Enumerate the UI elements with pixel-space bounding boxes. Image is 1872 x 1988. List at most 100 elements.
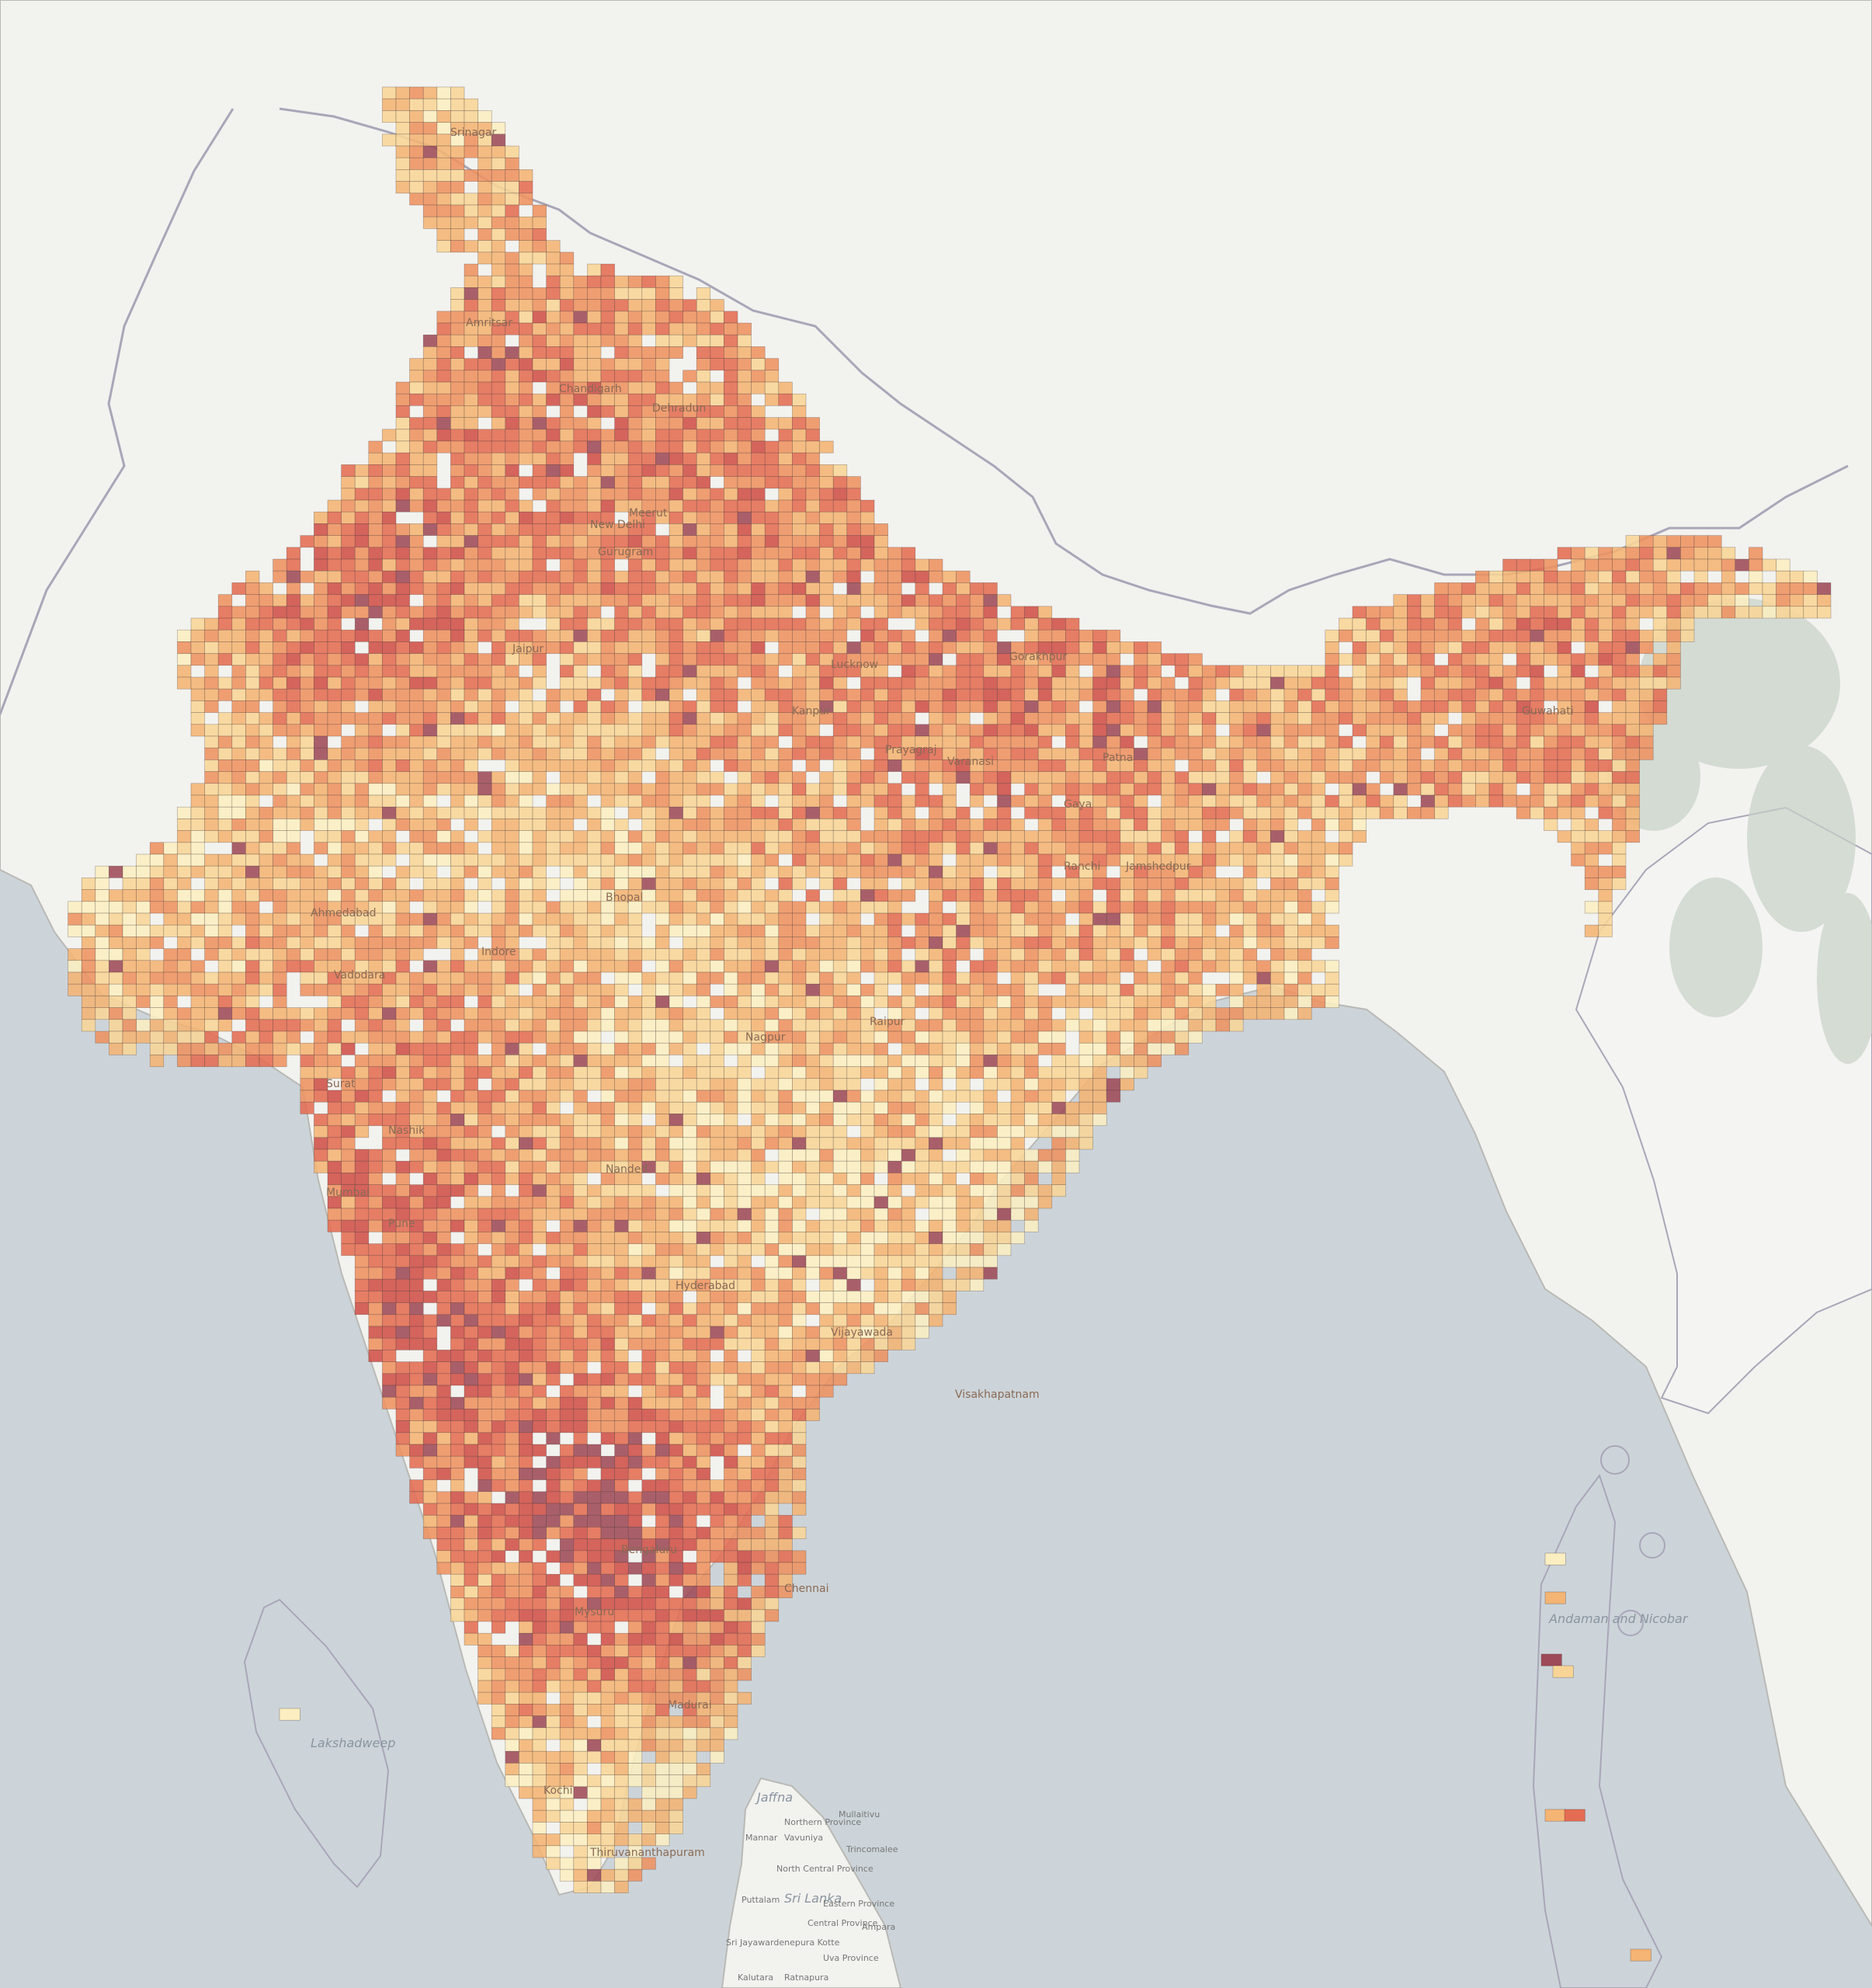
heat-cell <box>422 629 438 642</box>
heat-cell <box>231 889 246 902</box>
heat-cell <box>655 1055 670 1067</box>
heat-cell <box>805 1114 820 1126</box>
heat-cell <box>1134 1007 1148 1020</box>
heat-cell <box>724 547 738 560</box>
heat-cell <box>231 1055 246 1067</box>
heat-cell <box>1283 735 1298 749</box>
heat-cell <box>901 1055 916 1067</box>
heat-cell <box>682 735 697 749</box>
heat-cell <box>587 405 602 418</box>
heat-cell <box>1407 665 1422 678</box>
heat-cell <box>1134 759 1148 772</box>
heat-cell <box>519 299 533 312</box>
heat-cell <box>969 912 985 926</box>
heat-cell <box>655 853 670 867</box>
heat-cell <box>286 771 301 784</box>
heat-cell <box>450 735 465 749</box>
heat-cell <box>915 1042 929 1055</box>
heat-cell <box>901 996 916 1008</box>
heat-cell <box>505 193 519 206</box>
heat-cell <box>422 417 438 430</box>
heat-cell <box>1475 794 1490 808</box>
heat-cell <box>450 629 465 642</box>
heat-cell <box>1147 818 1162 831</box>
heat-cell <box>1134 653 1148 666</box>
heat-cell <box>696 547 711 560</box>
heat-cell <box>956 912 971 926</box>
heat-cell <box>273 629 287 642</box>
heat-cell <box>532 228 547 241</box>
heat-cell <box>409 122 424 135</box>
heat-cell <box>724 889 738 902</box>
heat-cell <box>327 1055 342 1067</box>
heat-cell <box>737 937 752 949</box>
heat-cell <box>245 983 260 996</box>
heat-cell <box>341 783 356 796</box>
heat-cell <box>1024 1019 1039 1032</box>
heat-cell <box>764 1101 780 1114</box>
heat-cell <box>532 405 547 418</box>
heat-cell <box>1051 783 1066 796</box>
heat-cell <box>655 688 670 701</box>
heat-cell <box>724 1090 738 1103</box>
heat-cell <box>532 818 547 831</box>
heat-cell <box>450 1125 465 1138</box>
heat-cell <box>382 1007 397 1020</box>
heat-cell <box>1024 1055 1039 1067</box>
heat-cell <box>546 830 561 843</box>
heat-cell <box>1106 653 1121 666</box>
heat-cell <box>1475 665 1490 678</box>
heat-cell <box>1434 665 1449 678</box>
heat-cell <box>1530 653 1544 666</box>
heat-cell <box>792 440 807 454</box>
heat-cell <box>600 960 615 973</box>
heat-cell <box>491 535 506 548</box>
heat-cell <box>1229 878 1244 890</box>
heat-cell <box>1270 724 1285 737</box>
heat-cell <box>724 476 738 489</box>
heat-cell <box>1161 688 1176 701</box>
heat-cell <box>1297 700 1312 713</box>
heat-cell <box>669 865 683 878</box>
heat-cell <box>627 1125 643 1138</box>
heat-cell <box>1174 924 1190 937</box>
heat-cell <box>737 381 752 394</box>
heat-cell <box>1134 783 1148 796</box>
heat-cell <box>286 842 301 855</box>
heat-cell <box>1037 665 1053 678</box>
heat-cell <box>1161 960 1176 973</box>
heat-cell <box>422 1055 438 1067</box>
heat-cell <box>1215 983 1230 996</box>
heat-cell <box>559 806 575 819</box>
heat-cell <box>846 558 861 572</box>
heat-cell <box>1571 853 1585 867</box>
heat-cell <box>1161 971 1176 985</box>
heat-cell <box>573 275 588 288</box>
heat-cell <box>1584 653 1599 666</box>
heat-cell <box>436 181 451 194</box>
heat-cell <box>409 747 424 760</box>
heat-cell <box>1037 1101 1053 1114</box>
heat-cell <box>464 570 478 583</box>
heat-cell <box>1120 983 1134 996</box>
heat-cell <box>778 1066 793 1079</box>
heat-cell <box>1652 700 1668 713</box>
heat-cell <box>1366 700 1381 713</box>
heat-cell <box>901 794 916 808</box>
heat-cell <box>1174 806 1190 819</box>
heat-cell <box>942 1101 957 1114</box>
heat-cell <box>764 547 780 560</box>
heat-cell <box>614 464 629 477</box>
heat-cell <box>627 830 643 843</box>
heat-cell <box>805 488 820 501</box>
heat-cell <box>587 1125 602 1138</box>
heat-cell <box>627 393 643 406</box>
heat-cell <box>1174 889 1190 902</box>
heat-cell <box>1461 712 1476 725</box>
heat-cell <box>696 523 711 536</box>
heat-cell <box>314 830 328 843</box>
heat-cell <box>395 1055 410 1067</box>
heat-cell <box>724 370 738 383</box>
heat-cell <box>1420 724 1435 737</box>
